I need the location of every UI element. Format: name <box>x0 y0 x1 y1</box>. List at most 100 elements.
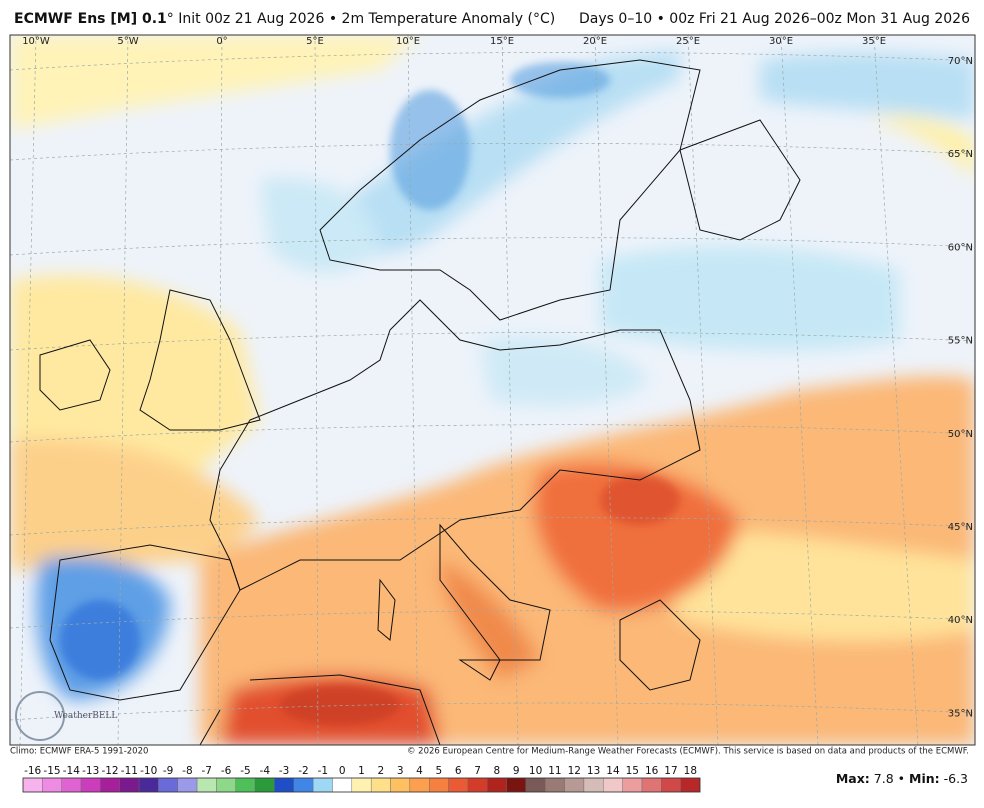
colorbar-cell <box>351 777 372 793</box>
colorbar-label: -5 <box>240 765 250 777</box>
colorbar-label: 7 <box>474 765 481 777</box>
colorbar-label: -13 <box>82 765 99 777</box>
colorbar-label: 15 <box>626 765 639 777</box>
colorbar-label: -3 <box>279 765 289 777</box>
colorbar-label: 14 <box>606 765 620 777</box>
latitude-label: 40°N <box>948 615 973 626</box>
hot-patch <box>280 685 400 725</box>
colorbar-cell <box>370 777 391 793</box>
colorbar-cell <box>196 777 217 793</box>
colorbar-cell <box>100 777 120 793</box>
latitude-label: 50°N <box>948 429 973 440</box>
latitude-label: 65°N <box>948 149 973 160</box>
colorbar-cell <box>312 777 333 793</box>
colorbar-cell <box>42 777 62 793</box>
colorbar-cell <box>177 777 198 793</box>
latitude-labels: 70°N 65°N 60°N 55°N 50°N 45°N 40°N 35°N <box>948 56 973 719</box>
cold-patch <box>760 52 975 120</box>
colorbar-cell <box>487 777 507 793</box>
logo-ring <box>15 691 65 741</box>
longitude-labels: 10°W 5°W 0° 5°E 10°E 15°E 20°E 25°E 30°E 35°E <box>22 36 886 47</box>
colorbar-label: -14 <box>63 765 80 777</box>
colorbar-label: -9 <box>163 765 173 777</box>
colorbar-cell <box>254 777 275 793</box>
latitude-label: 60°N <box>948 242 973 253</box>
colorbar-cell <box>119 777 140 793</box>
colorbar-label: 1 <box>358 765 365 777</box>
parallels <box>10 52 975 721</box>
colorbar-frame <box>22 777 701 793</box>
coastlines <box>39 59 801 745</box>
iberia <box>49 544 241 701</box>
colorbar-cell <box>564 777 585 793</box>
warm-patch <box>10 35 420 130</box>
cold-patch <box>260 178 380 273</box>
colorbar-label: 6 <box>455 765 462 777</box>
colorbar-label: 16 <box>645 765 659 777</box>
longitude-label: 20°E <box>583 36 607 47</box>
cold-patch <box>510 62 610 98</box>
colorbar-label: -4 <box>260 765 271 777</box>
logo: WeatherBELL <box>15 691 117 741</box>
hot-patch <box>533 462 740 612</box>
footer-copyright: © 2026 European Centre for Medium-Range … <box>407 747 969 757</box>
min-value: -6.3 <box>944 771 968 786</box>
cold-patch <box>390 90 470 210</box>
longitude-label: 35°E <box>862 36 886 47</box>
colorbar: -16 -15 -14 -13 -12 -11 -10 -9 -8 -7 -6 -5 -4 -3 -2 -1 0… <box>22 765 701 793</box>
colorbar-cell <box>545 777 565 793</box>
stats: Max: 7.8 • Min: -6.3 <box>836 771 968 786</box>
colorbar-label: -8 <box>182 765 192 777</box>
cold-patch <box>600 246 900 351</box>
latitude-label: 45°N <box>948 522 973 533</box>
italy <box>439 523 551 661</box>
latitude-label: 70°N <box>948 56 973 67</box>
latitude-label: 35°N <box>948 708 973 719</box>
colorbar-label: -11 <box>121 765 138 777</box>
longitude-label: 10°E <box>396 36 420 47</box>
max-label: Max: <box>836 771 870 786</box>
min-label: Min: <box>909 771 940 786</box>
colorbar-cell <box>467 777 488 793</box>
latitude-label: 55°N <box>948 336 973 347</box>
colorbar-cell <box>583 777 604 793</box>
colorbar-cell <box>80 777 101 793</box>
anomaly-field <box>10 35 975 745</box>
colorbar-label: 5 <box>436 765 443 777</box>
colorbar-label: -12 <box>101 765 118 777</box>
colorbar-cell <box>390 777 411 793</box>
title-rest: ° Init 00z 21 Aug 2026 • 2m Temperature … <box>167 11 555 27</box>
colorbar-cell <box>61 777 82 793</box>
colorbar-label: 17 <box>664 765 677 777</box>
colorbar-cell <box>641 777 662 793</box>
colorbar-cell <box>506 777 527 793</box>
colorbar-label: -7 <box>202 765 212 777</box>
colorbar-label: 0 <box>339 765 346 777</box>
colorbar-label: 4 <box>416 765 423 777</box>
longitude-label: 30°E <box>769 36 793 47</box>
colorbar-label: 3 <box>397 765 404 777</box>
scandinavia <box>319 59 701 321</box>
longitude-label: 15°E <box>490 36 514 47</box>
colorbar-cell <box>332 777 353 793</box>
islands <box>377 578 501 681</box>
great-britain <box>139 289 261 431</box>
colorbar-label: -16 <box>24 765 41 777</box>
longitude-label: 25°E <box>676 36 700 47</box>
colorbar-cell <box>216 777 236 793</box>
footer-climo: Climo: ECMWF ERA-5 1991-2020 <box>10 747 148 757</box>
warm-patch <box>10 274 260 480</box>
colorbar-label: -6 <box>221 765 232 777</box>
warm-patch <box>10 438 260 570</box>
cold-patch <box>60 600 140 680</box>
colorbar-cell <box>680 777 701 793</box>
longitude-label: 0° <box>216 36 227 47</box>
header-title: ECMWF Ens [M] 0.1° Init 00z 21 Aug 2026 … <box>14 11 555 27</box>
warm-patch <box>870 116 975 180</box>
colorbar-label: 12 <box>568 765 581 777</box>
colorbar-cell <box>293 777 314 793</box>
colorbar-cell <box>448 777 469 793</box>
colorbar-label: 11 <box>548 765 561 777</box>
meridians <box>19 35 919 745</box>
